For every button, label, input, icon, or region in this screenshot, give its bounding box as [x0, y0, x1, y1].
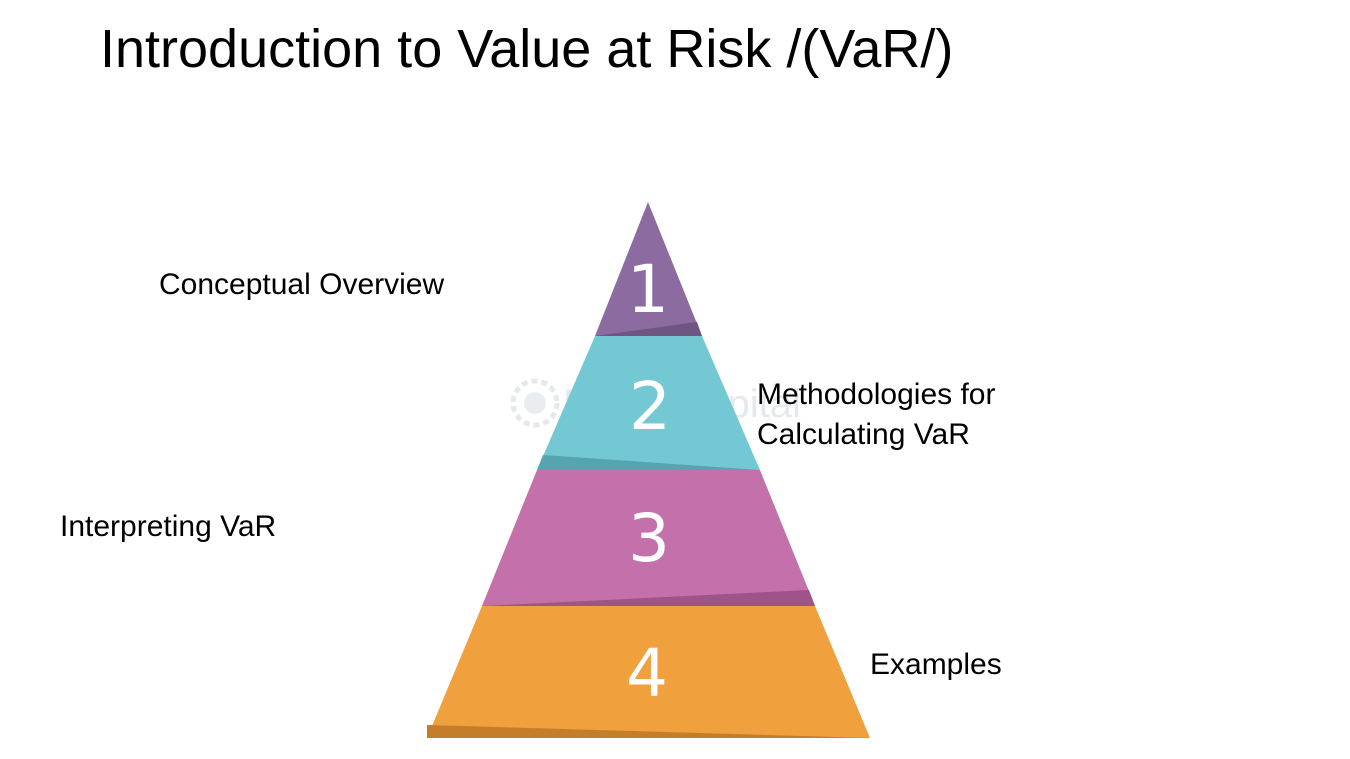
- tier-3-label: Interpreting VaR: [60, 510, 277, 543]
- tier-4-label: Examples: [870, 648, 1002, 681]
- tier-2-shadow: [537, 455, 760, 470]
- pyramid-tier-2: 2: [537, 336, 760, 470]
- tier-3-shadow: [482, 590, 815, 606]
- tier-1-shape: [595, 202, 702, 336]
- tier-2-label-line-1: Methodologies for: [757, 378, 996, 411]
- tier-2-number: 2: [629, 368, 671, 445]
- tier-4-number: 4: [626, 635, 668, 712]
- tier-2-shape: [537, 336, 760, 470]
- pyramid-tier-4: 4: [427, 606, 870, 738]
- tier-4-shadow: [427, 725, 870, 738]
- tier-2-label: Methodologies for Calculating VaR: [757, 375, 995, 455]
- pyramid-tier-3: 3: [482, 470, 815, 606]
- tier-1-number: 1: [627, 251, 669, 328]
- gear-icon: [510, 378, 560, 428]
- tier-1-shadow: [595, 322, 702, 336]
- tier-3-number: 3: [628, 500, 670, 577]
- tier-3-shape: [482, 470, 815, 606]
- page-title: Introduction to Value at Risk /(VaR/): [100, 19, 954, 79]
- pyramid-tier-1: 1: [595, 202, 702, 336]
- tier-4-shape: [427, 606, 870, 738]
- tier-2-label-line-2: Calculating VaR: [757, 418, 970, 451]
- tier-1-label: Conceptual Overview: [159, 268, 445, 301]
